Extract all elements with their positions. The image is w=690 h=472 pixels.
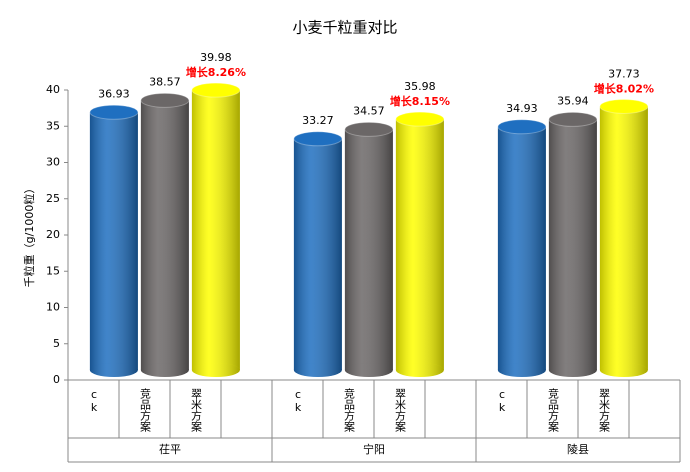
y-tick-label: 25 bbox=[46, 192, 60, 205]
bar-top bbox=[191, 82, 241, 98]
bar-top bbox=[293, 131, 343, 147]
x-tick-label: 翠米方案 bbox=[598, 388, 611, 432]
x-group-label: 宁阳 bbox=[363, 442, 385, 456]
data-label: 37.73 bbox=[608, 67, 640, 80]
data-label: 34.93 bbox=[506, 102, 538, 115]
data-label: 38.57 bbox=[149, 75, 181, 88]
y-tick-label: 35 bbox=[46, 119, 60, 132]
bar-bottom-shade bbox=[89, 363, 138, 377]
bar-bottom-shade bbox=[191, 363, 240, 377]
x-group-label: 陵县 bbox=[567, 443, 589, 456]
bar-shade bbox=[548, 119, 597, 370]
bar-top bbox=[344, 121, 394, 137]
y-tick-label: 0 bbox=[53, 373, 60, 386]
bar-bottom-shade bbox=[344, 363, 393, 377]
x-tick-label: 翠米方案 bbox=[394, 388, 407, 432]
data-label: 39.98 bbox=[200, 51, 232, 64]
y-tick-label: 10 bbox=[46, 301, 60, 314]
bar-shade bbox=[89, 112, 138, 370]
bar-shade bbox=[293, 138, 342, 370]
bar-bottom-shade bbox=[548, 363, 597, 377]
bar-top bbox=[395, 111, 445, 127]
y-tick-label: 5 bbox=[53, 337, 60, 350]
y-axis-label: 千粒重（g/1000粒） bbox=[22, 183, 36, 288]
bar-bottom-shade bbox=[140, 363, 189, 377]
x-tick-label: 竞品方案 bbox=[343, 387, 356, 432]
x-tick-label: 竞品方案 bbox=[139, 387, 152, 432]
bar-bottom-shade bbox=[293, 363, 342, 377]
x-tick-label: ck bbox=[88, 388, 101, 414]
data-label: 34.57 bbox=[353, 104, 385, 117]
y-tick-label: 20 bbox=[46, 228, 60, 241]
y-tick-label: 40 bbox=[46, 83, 60, 96]
x-tick-label: 竞品方案 bbox=[547, 387, 560, 432]
y-tick-label: 15 bbox=[46, 264, 60, 277]
bar-shade bbox=[140, 100, 189, 371]
bar-bottom-shade bbox=[497, 363, 546, 377]
growth-label: 增长8.02% bbox=[594, 81, 654, 95]
bar-shade bbox=[344, 129, 393, 370]
bar-top bbox=[89, 104, 139, 120]
chart-title: 小麦千粒重对比 bbox=[292, 19, 397, 37]
growth-label: 增长8.15% bbox=[390, 94, 450, 108]
y-tick-label: 30 bbox=[46, 156, 60, 169]
bar-top bbox=[497, 119, 547, 135]
bar-shade bbox=[497, 126, 546, 370]
bar-top bbox=[599, 98, 649, 114]
data-label: 35.94 bbox=[557, 94, 589, 107]
bar-bottom-shade bbox=[395, 363, 444, 377]
x-tick-label: ck bbox=[292, 388, 305, 414]
bar-bottom-shade bbox=[599, 363, 648, 377]
x-group-label: 茌平 bbox=[159, 443, 181, 456]
bar-top bbox=[140, 92, 190, 108]
bar-top bbox=[548, 111, 598, 127]
x-tick-label: ck bbox=[496, 388, 509, 414]
data-label: 36.93 bbox=[98, 87, 130, 100]
data-label: 35.98 bbox=[404, 80, 436, 93]
bar-shade bbox=[599, 106, 648, 371]
bar-shade bbox=[191, 90, 240, 371]
data-label: 33.27 bbox=[302, 114, 334, 127]
growth-label: 增长8.26% bbox=[186, 65, 246, 79]
x-tick-label: 翠米方案 bbox=[190, 388, 203, 432]
bar-shade bbox=[395, 119, 444, 371]
